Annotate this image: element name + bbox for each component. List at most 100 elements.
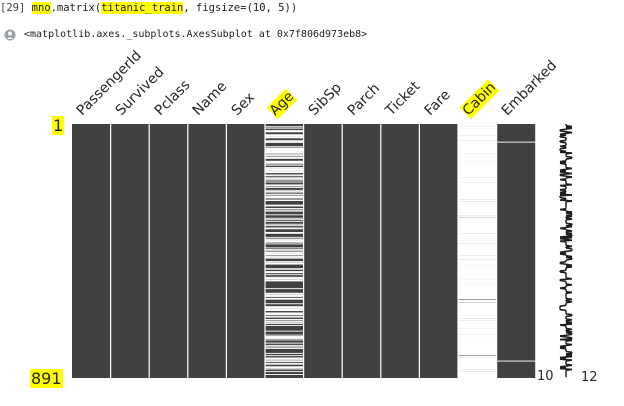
missing-value-line	[458, 352, 497, 353]
missing-value-line	[265, 168, 304, 170]
missing-value-line	[265, 241, 304, 243]
missing-value-line	[458, 225, 497, 227]
missing-value-line	[265, 146, 304, 148]
missing-value-line	[265, 374, 304, 375]
missing-value-line	[265, 363, 304, 365]
sparkline-segment	[565, 157, 573, 160]
missing-value-line	[458, 216, 497, 217]
missing-value-line	[458, 374, 497, 376]
missing-value-line	[458, 323, 497, 325]
matrix-cell-block	[419, 124, 458, 378]
missing-value-line	[458, 157, 497, 158]
sparkline-segment	[559, 304, 567, 307]
missing-value-line	[458, 235, 497, 237]
sparkline-segment	[565, 245, 573, 248]
sparkline-segment	[565, 301, 573, 304]
sparkline-segment	[559, 196, 567, 200]
missing-value-line	[458, 184, 497, 186]
missing-value-line	[458, 254, 497, 256]
missing-value-line	[458, 261, 497, 263]
sparkline-segment	[559, 136, 567, 139]
missing-value-line	[265, 309, 304, 311]
missing-value-line	[265, 295, 304, 297]
missing-value-line	[265, 160, 304, 162]
missing-value-line	[265, 196, 304, 198]
missing-value-line	[458, 372, 497, 373]
sparkline-segment	[559, 172, 573, 176]
sparkline-segment	[559, 260, 567, 264]
sparkline-segment	[559, 141, 567, 144]
code-argument-highlight: titanic_train	[101, 2, 184, 14]
missing-value-line	[265, 141, 304, 143]
matrix-column-embarked	[496, 124, 536, 378]
sparkline-segment	[565, 215, 573, 219]
missing-value-line	[458, 178, 497, 180]
missing-value-line	[265, 252, 304, 254]
sparkline-segment	[559, 128, 567, 131]
missing-value-line	[265, 164, 304, 166]
missing-value-line	[458, 199, 497, 201]
missing-value-line	[265, 204, 304, 206]
missing-value-line	[458, 284, 497, 286]
missing-value-line	[458, 149, 497, 151]
missing-value-line	[265, 366, 304, 368]
sparkline-segment	[565, 249, 573, 253]
missing-value-line	[458, 169, 497, 170]
missing-value-line	[265, 227, 304, 229]
missing-value-line	[265, 175, 304, 177]
missing-value-line	[458, 361, 497, 363]
missing-value-line	[265, 324, 304, 326]
sparkline-segment	[565, 212, 573, 215]
missing-value-line	[458, 239, 497, 241]
sparkline-segment	[559, 308, 567, 312]
sparkline-segment	[565, 200, 573, 203]
missing-value-line	[265, 174, 304, 176]
missing-value-line	[458, 234, 497, 236]
missing-value-line	[265, 261, 304, 263]
missing-value-line	[458, 270, 497, 272]
missing-value-line	[458, 168, 497, 170]
missing-value-line	[458, 238, 497, 239]
sparkline-segment	[559, 178, 567, 182]
missing-value-line	[458, 340, 497, 341]
matrix-column-pclass	[149, 124, 188, 378]
missing-value-line	[458, 157, 497, 159]
missing-value-line	[458, 307, 497, 309]
missing-value-line	[265, 228, 304, 230]
missing-value-line	[265, 187, 304, 188]
missing-value-line	[458, 266, 497, 268]
missing-value-line	[265, 141, 304, 143]
sparkline-segment	[565, 258, 573, 261]
missing-value-line	[265, 296, 304, 298]
missing-value-line	[265, 277, 304, 279]
matrix-cell-block	[303, 124, 343, 378]
missing-value-line	[458, 289, 497, 291]
missing-value-line	[458, 246, 497, 247]
missing-value-line	[458, 237, 497, 239]
missing-value-line	[265, 179, 304, 181]
missing-value-line	[265, 189, 304, 191]
missing-value-line	[458, 160, 497, 162]
missing-value-line	[458, 350, 497, 352]
missing-value-line	[265, 172, 304, 174]
sparkline-segment	[559, 324, 567, 327]
missing-value-line	[458, 360, 497, 362]
missing-value-line	[458, 230, 497, 232]
sparkline-segment	[565, 359, 573, 362]
output-text: <matplotlib.axes._subplots.AxesSubplot a…	[24, 29, 368, 40]
missing-value-line	[458, 127, 497, 129]
missing-value-line	[265, 278, 304, 280]
missing-value-line	[458, 249, 497, 251]
matrix-cell-block	[380, 124, 420, 378]
missing-value-line	[265, 338, 304, 339]
missing-value-line	[458, 144, 497, 146]
missing-value-line	[458, 213, 497, 215]
sparkline-segment	[565, 283, 573, 287]
output-icon	[4, 29, 16, 41]
missing-value-line	[265, 306, 304, 308]
missing-value-line	[265, 360, 304, 362]
missing-value-line	[265, 157, 304, 159]
missing-value-line	[265, 348, 304, 349]
missing-value-line	[458, 125, 497, 127]
missing-value-line	[458, 139, 497, 141]
